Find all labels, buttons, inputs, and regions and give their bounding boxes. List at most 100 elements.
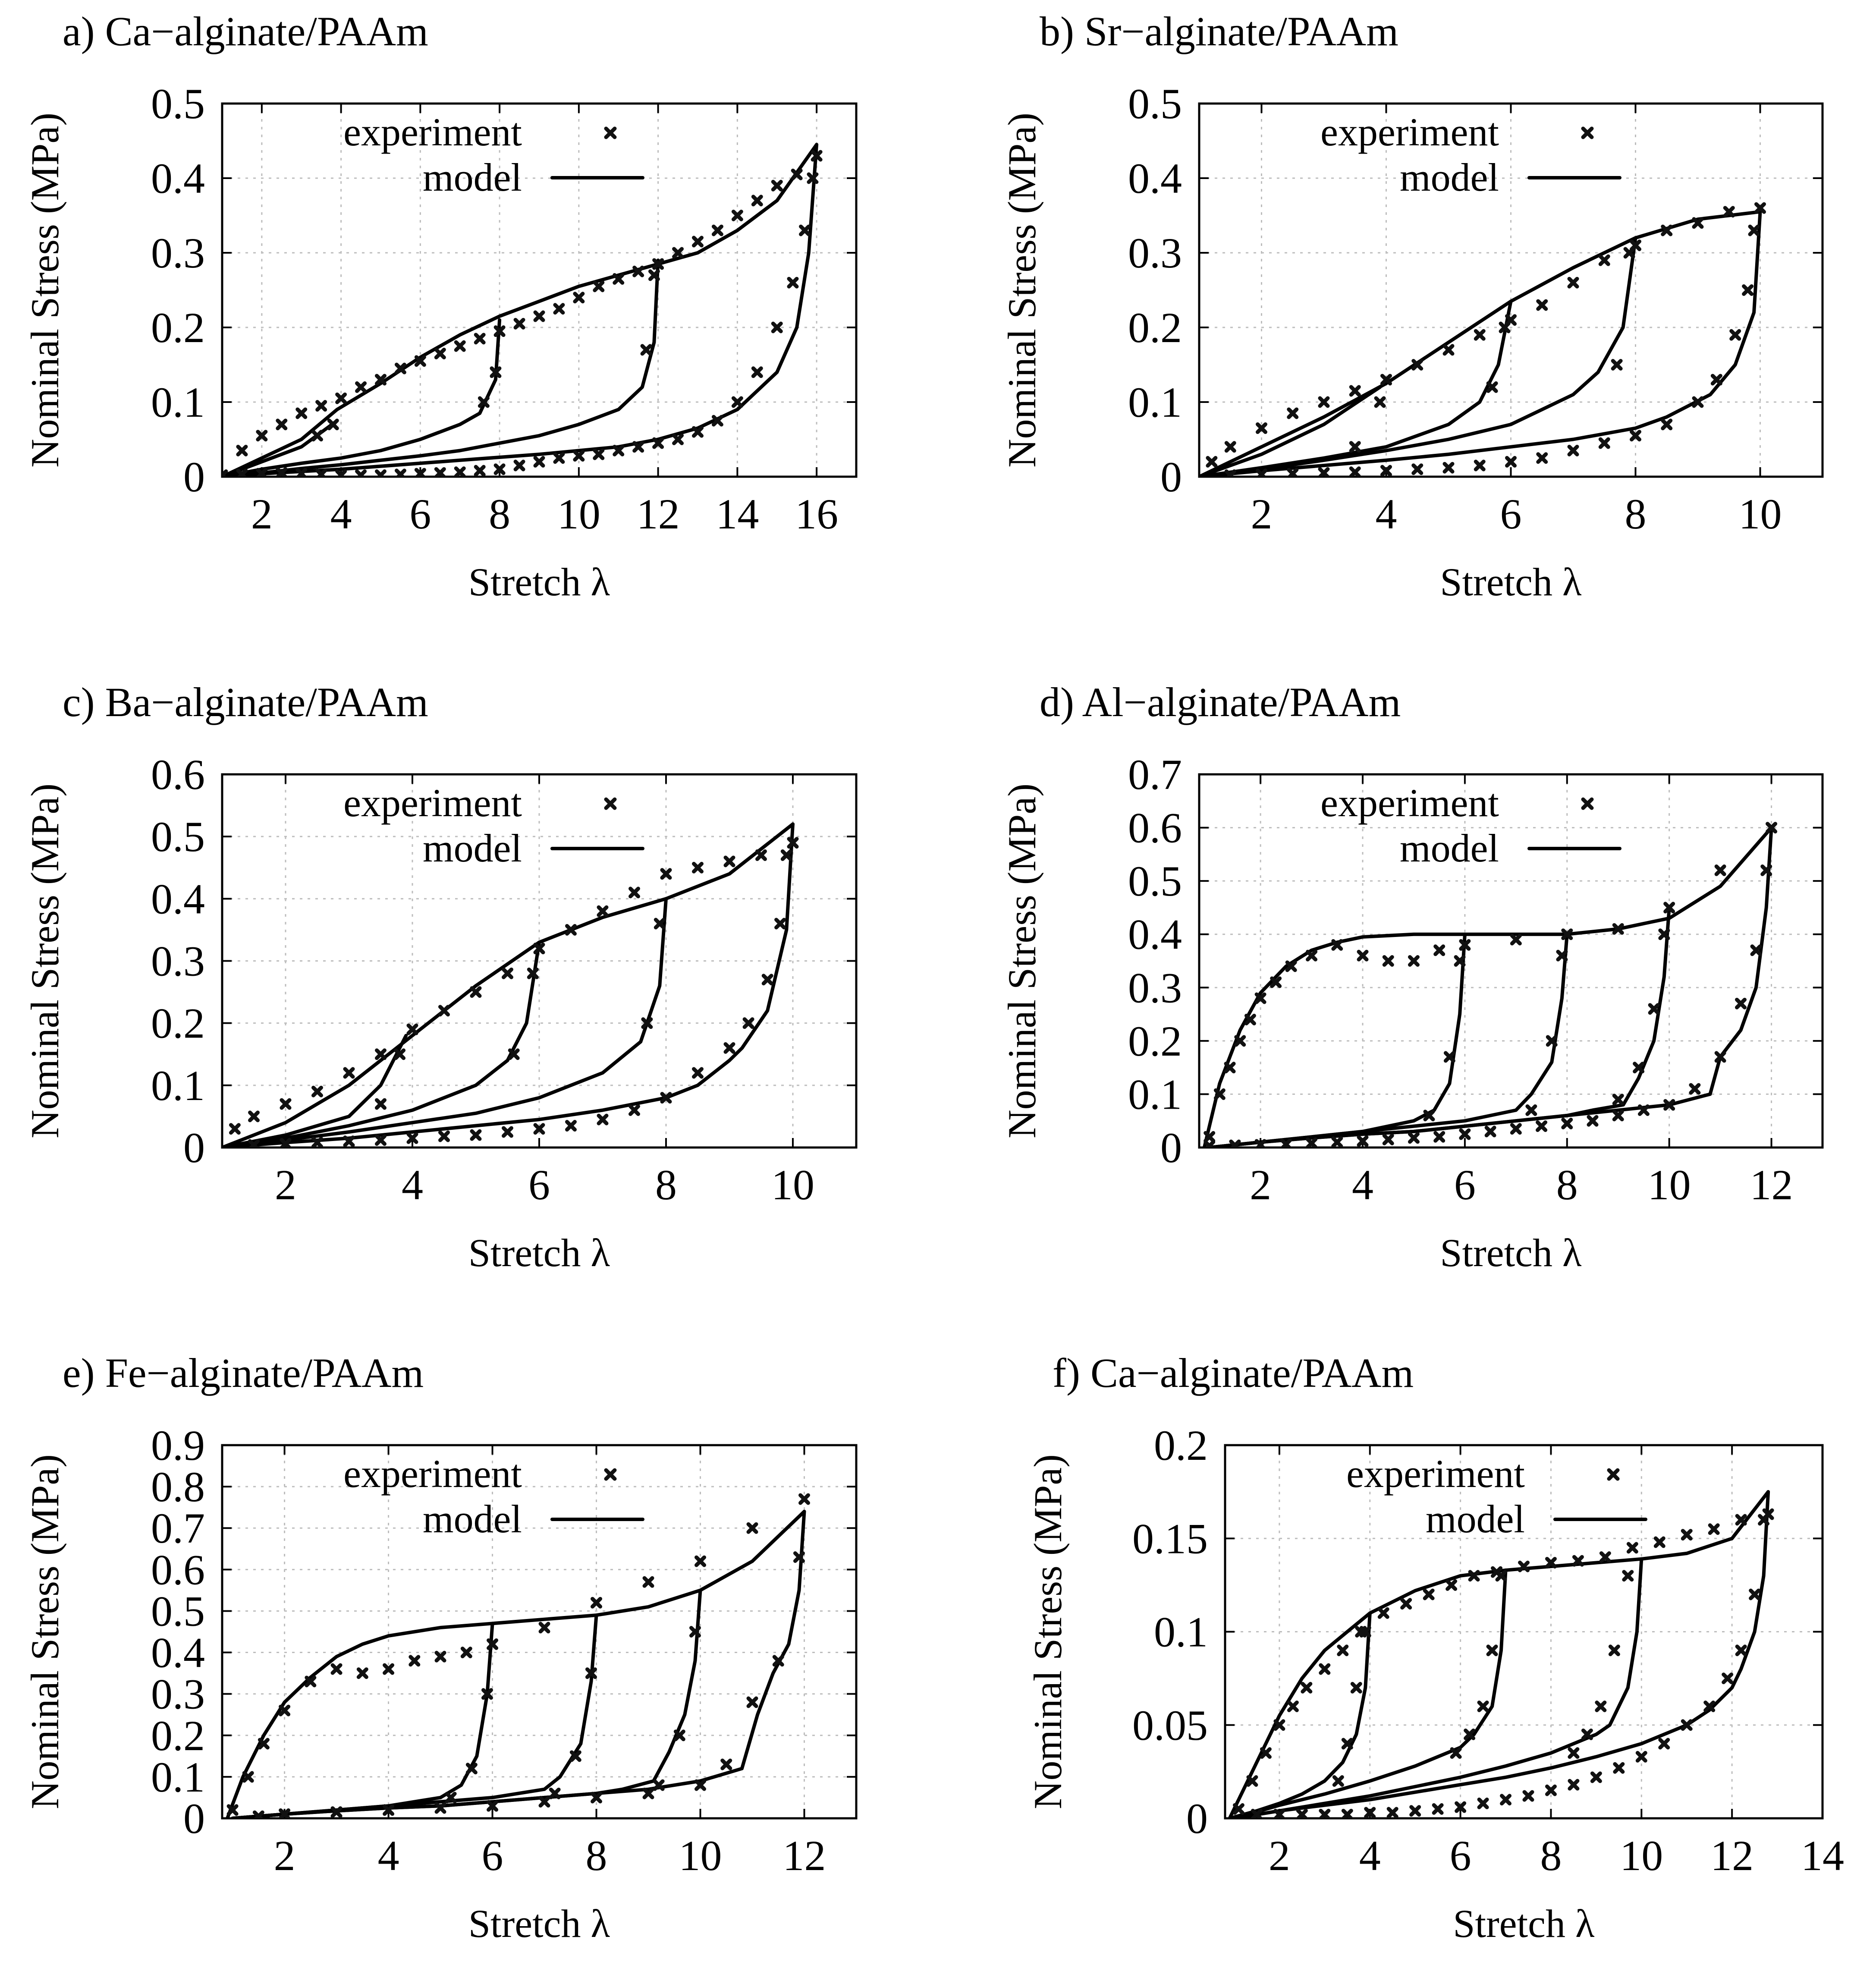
experiment-point [465, 1763, 478, 1775]
y-axis-label: Nominal Stress (MPa) [1026, 1454, 1070, 1809]
experiment-point [1374, 396, 1386, 408]
y-tick-label: 0.1 [151, 1062, 205, 1110]
chart-panel-d: d) Al−alginate/PAAm 2 4 6 8 10 12 0 0.1 0.2 0.3 0.4… [1000, 679, 1824, 1275]
y-tick-label: 0.1 [151, 378, 205, 426]
experiment-point [811, 150, 823, 162]
y-tick-label: 0.9 [151, 1421, 205, 1469]
x-tick-label: 14 [1801, 1832, 1844, 1880]
legend-marker-experiment [604, 126, 617, 139]
x-tick-label: 6 [1450, 1832, 1471, 1880]
experiment-point [1692, 217, 1704, 229]
experiment-point [1382, 955, 1394, 967]
legend-label-model: model [1400, 155, 1499, 199]
x-tick-label: 10 [1620, 1832, 1663, 1880]
x-tick-label: 2 [1251, 490, 1273, 538]
experiment-point [493, 325, 506, 337]
experiment-point [780, 849, 792, 861]
panel-title: f) Ca−alginate/PAAm [1053, 1350, 1414, 1396]
y-tick-label: 0.2 [151, 304, 205, 352]
x-tick-label: 4 [1352, 1161, 1373, 1209]
panel-title: a) Ca−alginate/PAAm [63, 8, 428, 54]
experiment-point [1486, 381, 1498, 393]
experiment-point [229, 1123, 241, 1135]
experiment-point [406, 1023, 418, 1035]
experiment-point [1663, 902, 1675, 914]
experiment-point [1232, 1803, 1244, 1815]
experiment-point [591, 1597, 603, 1609]
experiment-point [481, 1688, 493, 1700]
legend-label-experiment: experiment [343, 781, 522, 825]
experiment-point [252, 1810, 264, 1818]
y-tick-label: 0.4 [151, 875, 205, 923]
experiment-point [553, 303, 565, 315]
experiment-point [1545, 1784, 1557, 1796]
experiment-point [355, 469, 367, 477]
y-axis-label: Nominal Stress (MPa) [1000, 783, 1044, 1138]
experiment-point [1661, 418, 1673, 431]
x-tick-label: 6 [482, 1832, 503, 1880]
model-curve [222, 1034, 408, 1147]
experiment-point [311, 1085, 323, 1097]
experiment-point [742, 1017, 754, 1029]
y-tick-label: 0.6 [151, 751, 205, 799]
experiment-point [474, 465, 486, 477]
experiment-point [438, 1005, 450, 1017]
experiment-point [1689, 1083, 1701, 1095]
y-tick-label: 0.7 [1128, 751, 1182, 799]
experiment-point [394, 468, 406, 477]
x-tick-label: 8 [489, 490, 510, 538]
grid [222, 103, 856, 478]
legend-label-model: model [423, 1497, 522, 1541]
experiment-point [1598, 437, 1610, 449]
model-curve [1232, 1557, 1643, 1818]
experiment-point [1622, 1570, 1634, 1582]
experiment-point [1663, 1099, 1675, 1111]
model-curve [222, 897, 668, 1147]
panel-title: b) Sr−alginate/PAAm [1040, 8, 1398, 54]
model-curve [222, 822, 795, 1147]
experiment-point [434, 348, 446, 360]
experiment-point [470, 986, 482, 998]
y-tick-label: 0.4 [1128, 911, 1182, 959]
y-tick-label: 0.5 [151, 80, 205, 128]
x-tick-label: 8 [1540, 1832, 1562, 1880]
y-tick-label: 0.5 [1128, 80, 1182, 128]
experiment-point [692, 861, 704, 874]
x-tick-label: 4 [1376, 490, 1397, 538]
x-tick-label: 4 [330, 490, 352, 538]
experiment-point [1331, 1136, 1343, 1147]
experiment-point [1742, 284, 1754, 296]
experiment-point [1623, 247, 1635, 259]
experiment-point [527, 967, 539, 979]
y-tick-label: 0.2 [1128, 304, 1182, 352]
experiment-point [383, 1804, 395, 1816]
experiment-point [454, 466, 466, 477]
experiment-point [632, 441, 644, 453]
y-tick-label: 0.05 [1132, 1701, 1208, 1749]
experiment-point [335, 469, 347, 477]
experiment-point [1568, 1779, 1580, 1791]
experiment-point [597, 905, 609, 917]
model-curve [231, 1613, 598, 1818]
experiment-point [1630, 430, 1641, 442]
experiment-point [660, 868, 672, 880]
experiment-point [1710, 374, 1722, 386]
experiment-point [335, 392, 347, 404]
series-group [226, 1493, 811, 1818]
model-curve [222, 143, 819, 477]
experiment-point [295, 468, 308, 477]
experiment-point [1450, 1747, 1462, 1759]
experiment-point [1611, 359, 1623, 371]
experiment-point [1754, 202, 1766, 214]
experiment-point [641, 1017, 653, 1029]
plot-frame [221, 102, 858, 478]
experiment-point [1273, 1808, 1285, 1818]
experiment-point [1445, 1579, 1458, 1591]
experiment-point [751, 195, 763, 207]
experiment-point [1246, 1775, 1258, 1787]
experiment-point [654, 918, 666, 930]
x-tick-label: 16 [795, 490, 838, 538]
experiment-point [478, 396, 490, 408]
experiment-point [1729, 329, 1741, 341]
